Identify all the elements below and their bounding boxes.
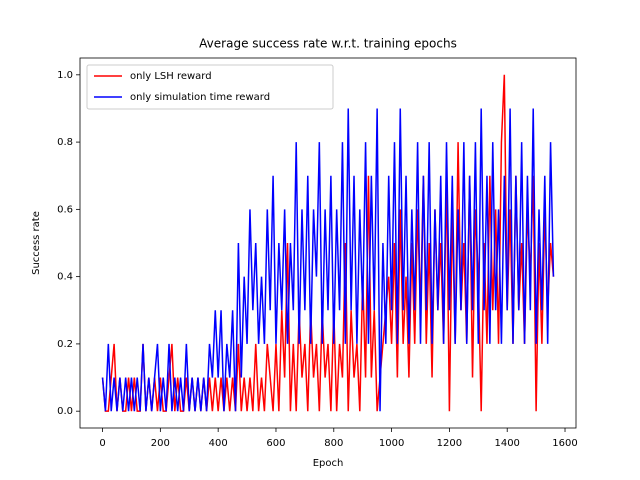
y-tick-label: 0.2 xyxy=(57,339,73,350)
y-tick-label: 0.6 xyxy=(57,204,73,215)
x-tick-label: 200 xyxy=(151,438,170,449)
x-tick-label: 1200 xyxy=(437,438,462,449)
legend-label: only LSH reward xyxy=(130,71,212,82)
x-tick-label: 1600 xyxy=(552,438,577,449)
y-tick-label: 1.0 xyxy=(57,70,73,81)
y-tick-label: 0.4 xyxy=(57,272,73,283)
legend-label: only simulation time reward xyxy=(130,92,270,103)
series-line xyxy=(101,74,555,412)
x-tick-label: 400 xyxy=(209,438,228,449)
y-axis-label: Success rate xyxy=(31,211,42,275)
x-tick-label: 800 xyxy=(324,438,343,449)
x-tick-label: 600 xyxy=(266,438,285,449)
chart-title: Average success rate w.r.t. training epo… xyxy=(199,37,457,51)
x-tick-label: 1400 xyxy=(494,438,519,449)
y-tick-label: 0.0 xyxy=(57,406,73,417)
x-tick-label: 1000 xyxy=(379,438,404,449)
y-tick-label: 0.8 xyxy=(57,137,73,148)
legend-box xyxy=(86,64,334,110)
x-tick-label: 0 xyxy=(99,438,105,449)
x-axis-label: Epoch xyxy=(313,458,344,469)
plot-frame xyxy=(79,57,577,429)
series-line xyxy=(101,108,555,412)
